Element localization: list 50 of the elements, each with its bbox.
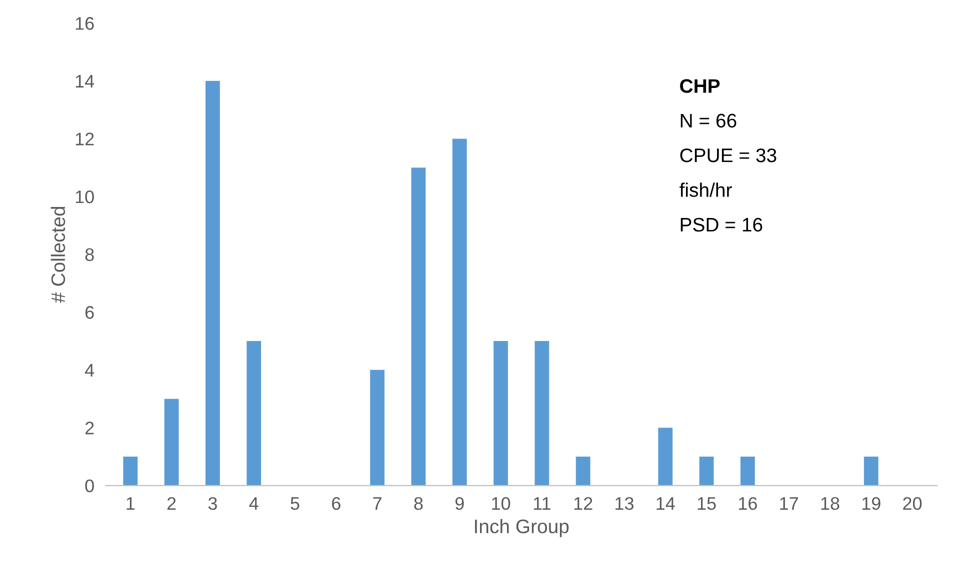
bar xyxy=(494,341,508,486)
bar xyxy=(864,456,878,486)
bar xyxy=(246,341,262,486)
x-tick-label: 3 xyxy=(208,497,217,510)
annotation: N = 66 xyxy=(680,114,736,128)
bar xyxy=(658,428,673,486)
annotation: CHP xyxy=(680,79,720,93)
y-tick-label: 4 xyxy=(84,364,94,376)
bar xyxy=(452,138,467,486)
x-tick-label: 1 xyxy=(126,497,135,510)
bar xyxy=(740,456,755,486)
x-tick-label: 5 xyxy=(290,497,300,510)
y-tick-label: 0 xyxy=(85,479,94,492)
bar xyxy=(576,456,590,486)
x-tick-label: 16 xyxy=(739,497,757,510)
bar xyxy=(164,398,179,486)
y-tick-label: 10 xyxy=(76,190,94,204)
x-tick-label: 7 xyxy=(373,497,382,510)
x-tick-label: 10 xyxy=(492,497,510,510)
y-tick-label: 6 xyxy=(85,306,94,319)
x-tick-label: 15 xyxy=(698,497,716,510)
x-tick-label: 20 xyxy=(903,497,922,510)
annotation: PSD = 16 xyxy=(680,218,762,232)
y-tick-label: 2 xyxy=(85,422,94,434)
y-axis-title: # Collected xyxy=(50,206,66,303)
x-tick-label: 19 xyxy=(862,497,880,510)
bar xyxy=(534,341,550,486)
x-tick-label: 11 xyxy=(534,497,550,510)
x-tick-label: 8 xyxy=(414,497,423,510)
x-axis-title: Inch Group xyxy=(475,519,569,538)
bar xyxy=(206,80,220,486)
y-tick-label: 8 xyxy=(85,248,94,262)
x-tick-label: 2 xyxy=(167,497,176,510)
x-tick-label: 12 xyxy=(574,497,592,510)
x-tick-label: 9 xyxy=(455,497,464,510)
y-tick-label: 16 xyxy=(76,17,94,30)
x-tick-label: 14 xyxy=(656,497,675,510)
x-tick-label: 18 xyxy=(821,497,840,510)
y-tick-label: 14 xyxy=(76,75,94,88)
x-tick-label: 17 xyxy=(780,497,798,510)
bar xyxy=(370,370,385,486)
x-tick-label: 4 xyxy=(249,497,258,510)
bar xyxy=(123,456,138,486)
annotation: fish/hr xyxy=(680,182,732,197)
x-tick-label: 6 xyxy=(332,497,340,510)
annotation: CPUE = 33 xyxy=(680,148,776,162)
y-tick-label: 12 xyxy=(76,132,94,146)
bar xyxy=(699,456,714,486)
x-tick-label: 13 xyxy=(616,497,634,510)
bar xyxy=(411,168,426,486)
